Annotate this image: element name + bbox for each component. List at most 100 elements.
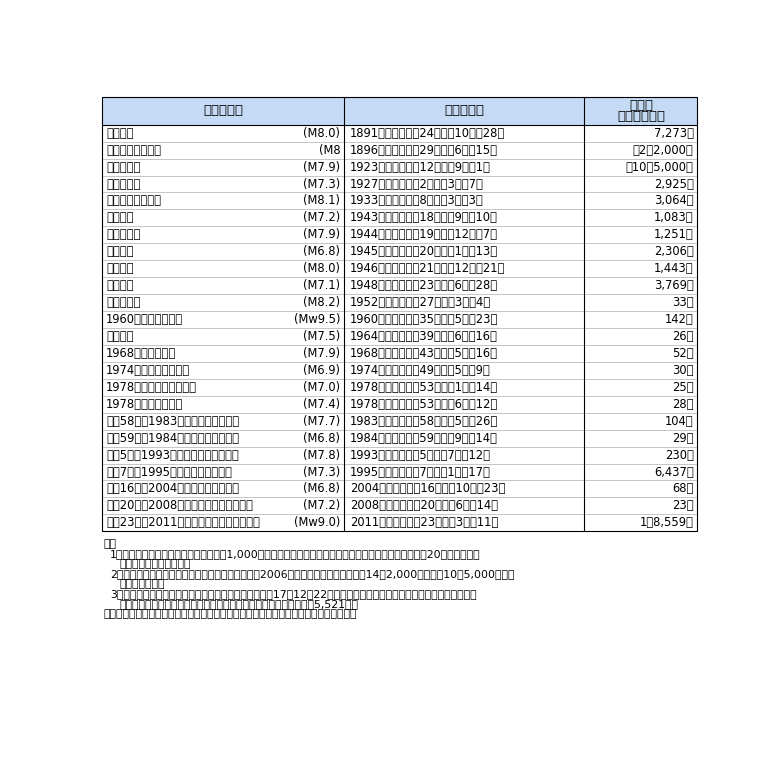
Bar (102, 97, 697, 531)
Text: 死者・: 死者・ (629, 99, 653, 112)
Text: 十勝沖地震: 十勝沖地震 (106, 296, 141, 309)
Text: 明治三陸地震津波: 明治三陸地震津波 (106, 144, 161, 156)
Text: 害地震を掲載した。: 害地震を掲載した。 (119, 559, 191, 569)
Text: 濃尾地震: 濃尾地震 (106, 127, 134, 139)
Text: 1,083人: 1,083人 (654, 212, 694, 224)
Text: (M7.5): (M7.5) (303, 330, 341, 343)
Text: (M8.2): (M8.2) (303, 296, 341, 309)
Text: 昭和三陸地震津波: 昭和三陸地震津波 (106, 195, 161, 207)
Text: 1923年　（大正　12年）　9月　1日: 1923年 （大正 12年） 9月 1日 (350, 161, 491, 173)
Text: 1927年　（昭和　2年）　3月　7日: 1927年 （昭和 2年） 3月 7日 (350, 178, 484, 190)
Text: 1995年　（平成　7年）　1月　17日: 1995年 （平成 7年） 1月 17日 (350, 466, 491, 478)
Text: 北丹後地震: 北丹後地震 (106, 178, 141, 190)
Text: (M6.8): (M6.8) (303, 246, 341, 258)
Text: 25人: 25人 (672, 381, 694, 393)
Text: 2011年　（平成　23年）　3月　11日: 2011年 （平成 23年） 3月 11日 (350, 517, 498, 529)
Text: (M7.2): (M7.2) (303, 212, 341, 224)
Text: 104人: 104人 (665, 415, 694, 427)
Text: 3,769人: 3,769人 (654, 280, 694, 292)
Text: 28人: 28人 (672, 398, 694, 410)
Text: (M7.3): (M7.3) (303, 466, 341, 478)
Text: 6,437人: 6,437人 (654, 466, 694, 478)
Text: 52人: 52人 (672, 347, 694, 360)
Text: (M7.1): (M7.1) (303, 280, 341, 292)
Text: 年　月　日: 年 月 日 (444, 105, 484, 117)
Text: 1978年　（昭和　53年）　6月　12日: 1978年 （昭和 53年） 6月 12日 (350, 398, 498, 410)
Text: (M7.9): (M7.9) (303, 161, 341, 173)
Text: 1891年　（明治　24年）　10月　28日: 1891年 （明治 24年） 10月 28日 (350, 127, 505, 139)
Text: 1933年　（昭和　8年）　3月　3日: 1933年 （昭和 8年） 3月 3日 (350, 195, 484, 207)
Text: 昭和59年（1984年）長野県西部地震: 昭和59年（1984年）長野県西部地震 (106, 432, 239, 444)
Text: 1993年　（平成　5年）　7月　12日: 1993年 （平成 5年） 7月 12日 (350, 449, 491, 461)
Text: 昭和58年（1983年）日本海中部地震: 昭和58年（1983年）日本海中部地震 (106, 415, 239, 427)
Text: 230人: 230人 (665, 449, 694, 461)
Text: 1978年伊豆大島近海地震: 1978年伊豆大島近海地震 (106, 381, 197, 393)
Text: (M8: (M8 (319, 144, 341, 156)
Text: (M8.0): (M8.0) (303, 127, 341, 139)
Text: 南海地震: 南海地震 (106, 263, 134, 275)
Text: 1．戦前については死者・行方不明者が1,000人を超える被害地震，戦後については死者・行方不明者が20人を超える被: 1．戦前については死者・行方不明者が1,000人を超える被害地震，戦後については… (110, 549, 480, 559)
Text: (M7.9): (M7.9) (303, 347, 341, 360)
Bar (102, 97, 697, 125)
Text: (M7.8): (M7.8) (303, 449, 341, 461)
Text: 1952年　（昭和　27年）　3月　4日: 1952年 （昭和 27年） 3月 4日 (350, 296, 491, 309)
Text: 関東大地震: 関東大地震 (106, 161, 141, 173)
Text: 23人: 23人 (672, 500, 694, 512)
Text: 1974年　（昭和　49年）　5月　9日: 1974年 （昭和 49年） 5月 9日 (350, 364, 491, 377)
Text: 1983年　（昭和　58年）　5月　26日: 1983年 （昭和 58年） 5月 26日 (350, 415, 498, 427)
Text: 1978年　（昭和　53年）　1月　14日: 1978年 （昭和 53年） 1月 14日 (350, 381, 498, 393)
Text: 2,306人: 2,306人 (654, 246, 694, 258)
Text: 1943年　（昭和　18年）　9月　10日: 1943年 （昭和 18年） 9月 10日 (350, 212, 498, 224)
Text: 1896年　（明治　29年）　6月　15日: 1896年 （明治 29年） 6月 15日 (350, 144, 498, 156)
Text: 三河地震: 三河地震 (106, 246, 134, 258)
Text: (M7.7): (M7.7) (303, 415, 341, 427)
Text: 2008年　（平成　20年）　6月　14日: 2008年 （平成 20年） 6月 14日 (350, 500, 498, 512)
Text: 出典：理科年表，消防庁資料，警察庁資料，日本被害地震總覧，緊急災害対策本部資料: 出典：理科年表，消防庁資料，警察庁資料，日本被害地震總覧，緊急災害対策本部資料 (104, 609, 358, 619)
Text: 新潟地震: 新潟地震 (106, 330, 134, 343)
Text: 1984年　（昭和　59年）　9月　14日: 1984年 （昭和 59年） 9月 14日 (350, 432, 498, 444)
Text: (M7.0): (M7.0) (303, 381, 341, 393)
Text: (Mw9.5): (Mw9.5) (294, 313, 341, 326)
Text: 1945年　（昭和　20年）　1月　13日: 1945年 （昭和 20年） 1月 13日 (350, 246, 498, 258)
Text: (M6.8): (M6.8) (303, 432, 341, 444)
Text: (M8.0): (M8.0) (303, 263, 341, 275)
Text: (M7.2): (M7.2) (303, 500, 341, 512)
Text: 2,925人: 2,925人 (654, 178, 694, 190)
Text: 変更した。: 変更した。 (119, 579, 165, 589)
Text: 1944年　（昭和　19年）　12月　7日: 1944年 （昭和 19年） 12月 7日 (350, 229, 498, 241)
Text: (M7.9): (M7.9) (303, 229, 341, 241)
Text: 平成20年（2008年）岩手・宮城内陸地震: 平成20年（2008年）岩手・宮城内陸地震 (106, 500, 253, 512)
Text: 2004年　（平成　16年）　10月　23日: 2004年 （平成 16年） 10月 23日 (350, 483, 505, 495)
Text: 30人: 30人 (672, 364, 694, 377)
Text: 1974年伊豆半島沖地震: 1974年伊豆半島沖地震 (106, 364, 191, 377)
Text: 平成7年（1995年）兵庫県南部地震: 平成7年（1995年）兵庫県南部地震 (106, 466, 232, 478)
Text: 1960年　（昭和　35年）　5月　23日: 1960年 （昭和 35年） 5月 23日 (350, 313, 498, 326)
Text: 鳥取地震: 鳥取地震 (106, 212, 134, 224)
Text: 142人: 142人 (665, 313, 694, 326)
Text: (M7.4): (M7.4) (303, 398, 341, 410)
Text: 福井地震: 福井地震 (106, 280, 134, 292)
Text: 東南海地震: 東南海地震 (106, 229, 141, 241)
Text: 33人: 33人 (672, 296, 694, 309)
Text: 1978年宮城県沖地震: 1978年宮城県沖地震 (106, 398, 184, 410)
Text: 26人: 26人 (672, 330, 694, 343)
Text: 3,064人: 3,064人 (654, 195, 694, 207)
Text: 平成23年（2011年）東北地方太平洋沖地震: 平成23年（2011年）東北地方太平洋沖地震 (106, 517, 260, 529)
Text: 1960年チリ地震津波: 1960年チリ地震津波 (106, 313, 184, 326)
Text: 68人: 68人 (672, 483, 694, 495)
Text: 3．兵庫県南部地震の死者・行方不明者については平成17年12月22日現在の数値。いわゆる関連死を除く地震発生当日: 3．兵庫県南部地震の死者・行方不明者については平成17年12月22日現在の数値。… (110, 589, 476, 599)
Text: (M7.3): (M7.3) (303, 178, 341, 190)
Text: 災　害　名: 災 害 名 (203, 105, 243, 117)
Text: 29人: 29人 (672, 432, 694, 444)
Text: 平成16年（2004年）新潟県中越地震: 平成16年（2004年）新潟県中越地震 (106, 483, 239, 495)
Text: 1,443人: 1,443人 (654, 263, 694, 275)
Text: 1,251人: 1,251人 (654, 229, 694, 241)
Text: 1948年　（昭和　23年）　6月　28日: 1948年 （昭和 23年） 6月 28日 (350, 280, 498, 292)
Text: 約10万5,000人: 約10万5,000人 (626, 161, 694, 173)
Text: 1946年　（昭和　21年）　12月　21日: 1946年 （昭和 21年） 12月 21日 (350, 263, 505, 275)
Text: 7,273人: 7,273人 (654, 127, 694, 139)
Text: の地震動に基づく建物倒壊・火災等を直接原因とする死者は，5,521人。: の地震動に基づく建物倒壊・火災等を直接原因とする死者は，5,521人。 (119, 599, 358, 609)
Text: 1964年　（昭和　39年）　6月　16日: 1964年 （昭和 39年） 6月 16日 (350, 330, 498, 343)
Text: 約2万2,000人: 約2万2,000人 (633, 144, 694, 156)
Text: 2．関東地震の死者・行方不明者数は，理科年表（2006年版）の改訂に基づき，約14万2,000人から約10万5,000人へと: 2．関東地震の死者・行方不明者数は，理科年表（2006年版）の改訂に基づき，約1… (110, 569, 515, 579)
